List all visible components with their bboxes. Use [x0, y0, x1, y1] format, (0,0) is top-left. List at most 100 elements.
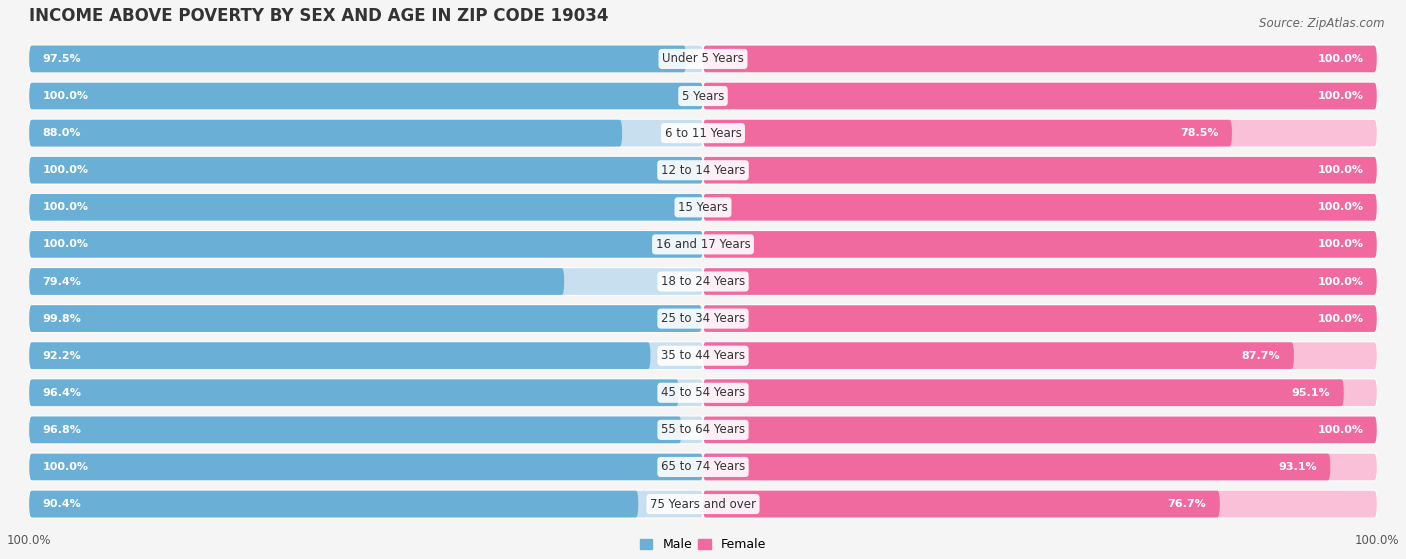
- FancyBboxPatch shape: [703, 305, 1376, 332]
- FancyBboxPatch shape: [30, 231, 703, 258]
- FancyBboxPatch shape: [703, 305, 1376, 332]
- Text: 100.0%: 100.0%: [1317, 277, 1364, 287]
- Text: 16 and 17 Years: 16 and 17 Years: [655, 238, 751, 251]
- FancyBboxPatch shape: [703, 194, 1376, 221]
- Text: 100.0%: 100.0%: [1317, 165, 1364, 175]
- FancyBboxPatch shape: [30, 268, 564, 295]
- Text: 79.4%: 79.4%: [42, 277, 82, 287]
- FancyBboxPatch shape: [703, 268, 1376, 295]
- FancyBboxPatch shape: [703, 453, 1376, 480]
- FancyBboxPatch shape: [703, 416, 1376, 443]
- FancyBboxPatch shape: [30, 342, 703, 369]
- FancyBboxPatch shape: [703, 380, 1376, 406]
- FancyBboxPatch shape: [30, 120, 703, 146]
- FancyBboxPatch shape: [30, 194, 703, 221]
- FancyBboxPatch shape: [703, 380, 1344, 406]
- FancyBboxPatch shape: [703, 46, 1376, 72]
- FancyBboxPatch shape: [30, 305, 702, 332]
- FancyBboxPatch shape: [30, 157, 703, 183]
- FancyBboxPatch shape: [30, 380, 703, 406]
- FancyBboxPatch shape: [30, 120, 621, 146]
- FancyBboxPatch shape: [30, 342, 703, 369]
- FancyBboxPatch shape: [703, 268, 1376, 295]
- FancyBboxPatch shape: [703, 453, 1330, 480]
- FancyBboxPatch shape: [703, 157, 1376, 183]
- Text: 75 Years and over: 75 Years and over: [650, 498, 756, 510]
- FancyBboxPatch shape: [703, 83, 1376, 110]
- FancyBboxPatch shape: [703, 416, 1376, 443]
- FancyBboxPatch shape: [703, 491, 1220, 518]
- FancyBboxPatch shape: [30, 268, 703, 295]
- Text: 6 to 11 Years: 6 to 11 Years: [665, 127, 741, 140]
- Legend: Male, Female: Male, Female: [636, 533, 770, 556]
- FancyBboxPatch shape: [703, 120, 1376, 146]
- Text: 93.1%: 93.1%: [1278, 462, 1317, 472]
- Text: 100.0%: 100.0%: [42, 202, 89, 212]
- Text: 100.0%: 100.0%: [42, 165, 89, 175]
- FancyBboxPatch shape: [30, 194, 703, 221]
- FancyBboxPatch shape: [703, 194, 1376, 221]
- FancyBboxPatch shape: [30, 83, 703, 110]
- FancyBboxPatch shape: [30, 453, 703, 480]
- FancyBboxPatch shape: [703, 157, 1376, 183]
- FancyBboxPatch shape: [30, 83, 703, 110]
- FancyBboxPatch shape: [30, 46, 703, 72]
- Text: 65 to 74 Years: 65 to 74 Years: [661, 461, 745, 473]
- FancyBboxPatch shape: [703, 491, 1376, 518]
- FancyBboxPatch shape: [30, 453, 703, 480]
- Text: 55 to 64 Years: 55 to 64 Years: [661, 423, 745, 437]
- Text: 25 to 34 Years: 25 to 34 Years: [661, 312, 745, 325]
- Text: 100.0%: 100.0%: [42, 239, 89, 249]
- Text: 96.4%: 96.4%: [42, 388, 82, 398]
- FancyBboxPatch shape: [30, 491, 703, 518]
- Text: 15 Years: 15 Years: [678, 201, 728, 214]
- FancyBboxPatch shape: [30, 268, 703, 295]
- Text: 100.0%: 100.0%: [42, 91, 89, 101]
- FancyBboxPatch shape: [703, 83, 1376, 110]
- FancyBboxPatch shape: [30, 416, 682, 443]
- Text: 100.0%: 100.0%: [1317, 202, 1364, 212]
- FancyBboxPatch shape: [703, 342, 1294, 369]
- Text: 45 to 54 Years: 45 to 54 Years: [661, 386, 745, 399]
- Text: 95.1%: 95.1%: [1292, 388, 1330, 398]
- FancyBboxPatch shape: [30, 157, 703, 183]
- FancyBboxPatch shape: [30, 231, 703, 258]
- Text: 97.5%: 97.5%: [42, 54, 82, 64]
- FancyBboxPatch shape: [703, 491, 1376, 518]
- Text: 99.8%: 99.8%: [42, 314, 82, 324]
- FancyBboxPatch shape: [703, 231, 1376, 258]
- FancyBboxPatch shape: [30, 380, 703, 406]
- FancyBboxPatch shape: [703, 453, 1376, 480]
- FancyBboxPatch shape: [703, 342, 1376, 369]
- FancyBboxPatch shape: [30, 120, 703, 146]
- Text: 100.0%: 100.0%: [1317, 425, 1364, 435]
- Text: 5 Years: 5 Years: [682, 89, 724, 102]
- Text: 78.5%: 78.5%: [1180, 128, 1219, 138]
- FancyBboxPatch shape: [703, 342, 1376, 369]
- Text: 12 to 14 Years: 12 to 14 Years: [661, 164, 745, 177]
- FancyBboxPatch shape: [703, 120, 1376, 146]
- FancyBboxPatch shape: [30, 46, 686, 72]
- FancyBboxPatch shape: [703, 120, 1232, 146]
- Text: Source: ZipAtlas.com: Source: ZipAtlas.com: [1260, 17, 1385, 30]
- Text: 100.0%: 100.0%: [1317, 91, 1364, 101]
- FancyBboxPatch shape: [30, 46, 703, 72]
- FancyBboxPatch shape: [703, 380, 1376, 406]
- Text: 90.4%: 90.4%: [42, 499, 82, 509]
- Text: 76.7%: 76.7%: [1167, 499, 1206, 509]
- FancyBboxPatch shape: [30, 380, 679, 406]
- Text: 88.0%: 88.0%: [42, 128, 82, 138]
- Text: Under 5 Years: Under 5 Years: [662, 53, 744, 65]
- Text: 100.0%: 100.0%: [1317, 314, 1364, 324]
- Text: 35 to 44 Years: 35 to 44 Years: [661, 349, 745, 362]
- FancyBboxPatch shape: [30, 305, 703, 332]
- FancyBboxPatch shape: [30, 305, 703, 332]
- Text: 96.8%: 96.8%: [42, 425, 82, 435]
- Text: INCOME ABOVE POVERTY BY SEX AND AGE IN ZIP CODE 19034: INCOME ABOVE POVERTY BY SEX AND AGE IN Z…: [30, 7, 609, 25]
- FancyBboxPatch shape: [30, 491, 638, 518]
- Text: 100.0%: 100.0%: [1317, 54, 1364, 64]
- Text: 92.2%: 92.2%: [42, 350, 82, 361]
- FancyBboxPatch shape: [30, 416, 703, 443]
- FancyBboxPatch shape: [30, 342, 651, 369]
- FancyBboxPatch shape: [30, 491, 703, 518]
